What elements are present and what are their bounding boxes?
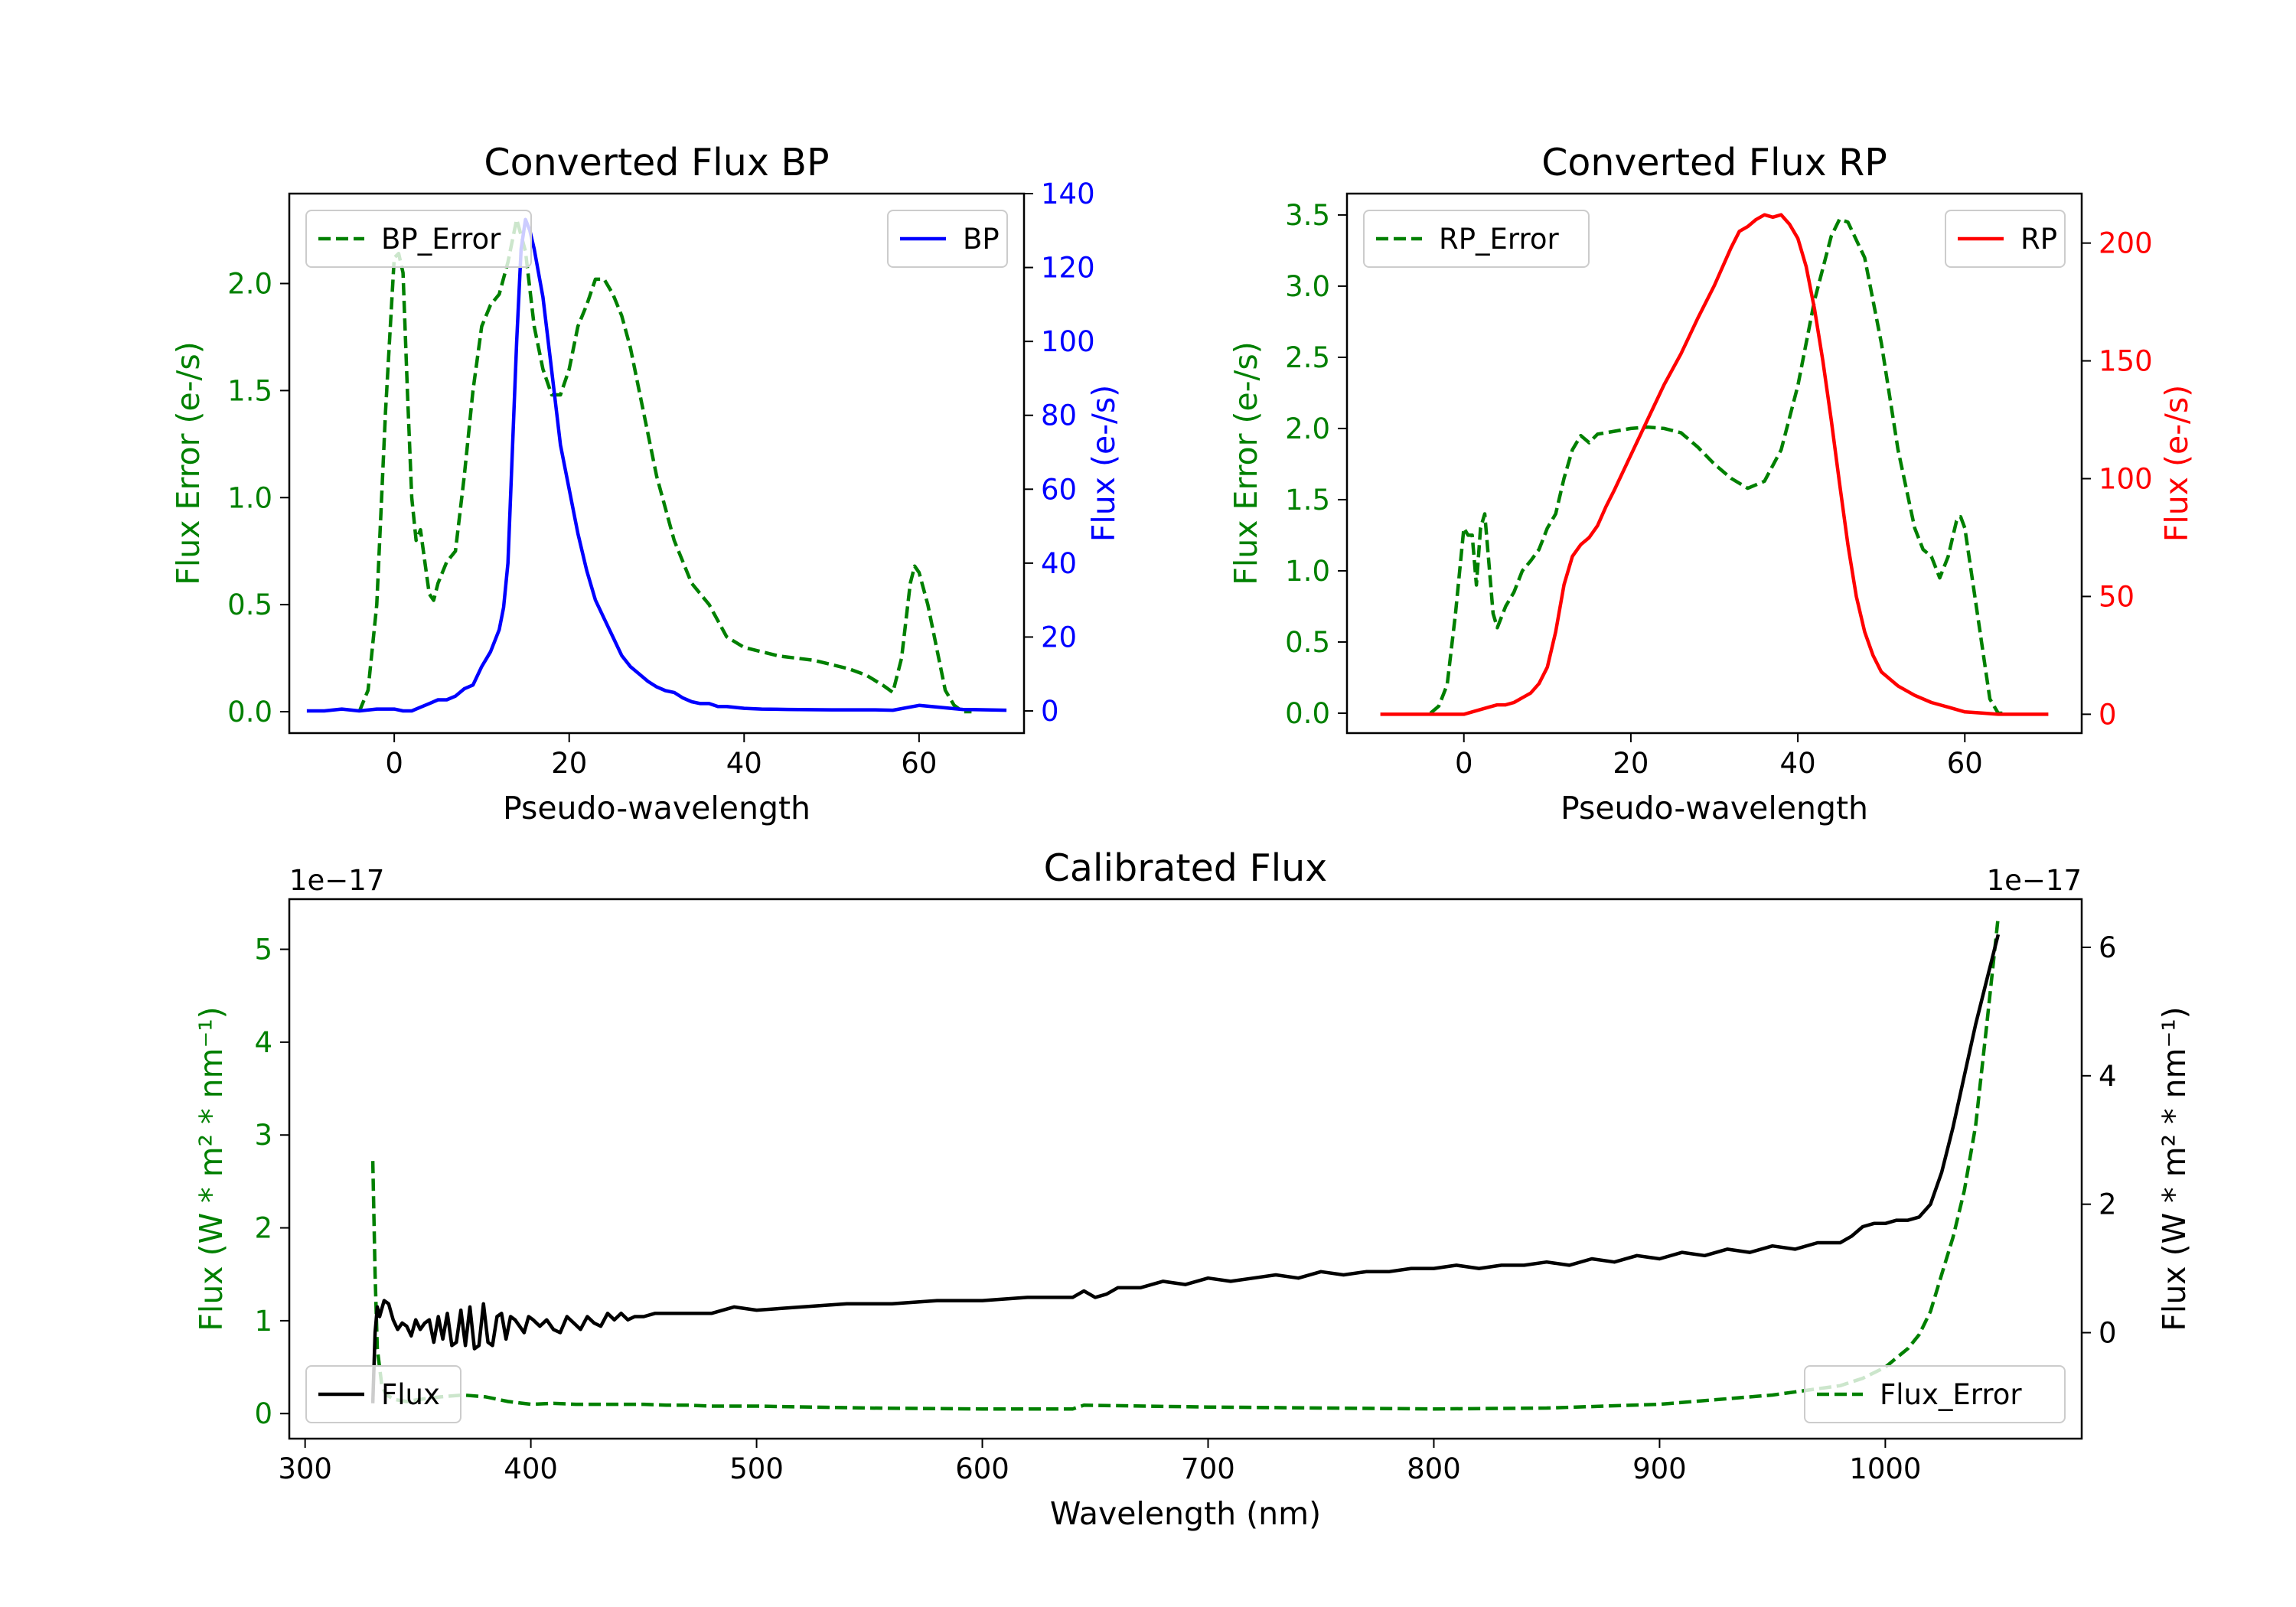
legend-label: Flux [381, 1378, 440, 1411]
chart-bp: 0 20 40 60 0.0 0.5 1.0 1.5 2.0 0 20 40 60 80 100 120 140… [170, 141, 1122, 826]
legend-box [1363, 210, 1590, 268]
right-tick-label: 60 [1041, 473, 1077, 506]
x-axis-label: Pseudo-wavelength [1561, 790, 1868, 826]
legend-left: Flux [305, 1365, 461, 1423]
series-line-rp [1380, 213, 2049, 716]
legend-label: RP [2020, 223, 2057, 256]
x-tick-label: 600 [955, 1452, 1009, 1485]
x-tick-label: 60 [1947, 747, 1983, 780]
left-axis-label: Flux Error (e-/s) [170, 341, 207, 585]
series-layer [1380, 213, 2049, 716]
right-tick-label: 2 [2099, 1188, 2117, 1221]
left-tick-label: 1.5 [1285, 484, 1330, 517]
left-tick-label: 4 [254, 1026, 272, 1059]
left-tick-label: 3.5 [1285, 199, 1330, 232]
legend-label: Flux_Error [1880, 1378, 2022, 1411]
right-tick-label: 100 [2099, 463, 2153, 496]
plot-frame [1345, 192, 2083, 735]
right-tick-label: 0 [2099, 1317, 2117, 1350]
legend-right: RP [1945, 210, 2066, 268]
series-line-rp-error [1429, 217, 2007, 715]
series-layer [306, 217, 1007, 714]
left-tick-label: 1.0 [227, 481, 272, 514]
x-tick-label: 0 [385, 747, 403, 780]
left-tick-label: 2 [254, 1212, 272, 1245]
right-tick-label: 120 [1041, 252, 1095, 285]
left-axis-label: Flux (W * m² * nm⁻¹) [193, 1006, 230, 1331]
series-line-flux [370, 934, 2001, 1403]
x-tick-label: 40 [726, 747, 762, 780]
right-tick-label: 6 [2099, 931, 2117, 964]
right-tick-label: 0 [2099, 698, 2117, 731]
x-axis-label: Wavelength (nm) [1050, 1495, 1321, 1532]
left-tick-label: 0 [254, 1397, 272, 1430]
x-tick-label: 700 [1181, 1452, 1235, 1485]
right-axis-label: Flux (e-/s) [2158, 385, 2195, 542]
legend-left: BP_Error [305, 210, 532, 268]
right-tick-label: 20 [1041, 621, 1077, 654]
panels-layer: 0 20 40 600.00.51.01.52.0020406080100120140… [170, 141, 2195, 1532]
left-tick-label: 2.0 [227, 268, 272, 301]
plot-frame [288, 192, 1026, 735]
left-axis-label: Flux Error (e-/s) [1228, 341, 1264, 585]
legend-label: RP_Error [1439, 223, 1559, 256]
legend-label: BP [963, 223, 1000, 256]
left-offset-text: 1e−17 [289, 864, 384, 897]
legend-right: Flux_Error [1804, 1365, 2066, 1423]
left-tick-label: 5 [254, 934, 272, 966]
left-tick-label: 0.5 [1285, 626, 1330, 659]
x-tick-label: 400 [504, 1452, 558, 1485]
right-axis-label: Flux (e-/s) [1085, 385, 1122, 542]
legend-left: RP_Error [1363, 210, 1590, 268]
legend-right: BP [887, 210, 1008, 268]
left-tick-label: 0.0 [1285, 697, 1330, 730]
legend-label: BP_Error [381, 223, 501, 256]
series-line-bp [306, 217, 1007, 713]
legend-box [887, 210, 1008, 268]
left-tick-label: 2.0 [1285, 412, 1330, 445]
chart-title: Converted Flux BP [484, 141, 829, 184]
left-tick-label: 1.0 [1285, 555, 1330, 588]
right-tick-label: 200 [2099, 227, 2153, 260]
series-line-bp-error [357, 217, 972, 714]
right-tick-label: 4 [2099, 1060, 2117, 1093]
legend-box [305, 1365, 461, 1423]
left-tick-label: 1.5 [227, 374, 272, 407]
right-tick-label: 140 [1041, 178, 1095, 210]
right-axis-label: Flux (W * m² * nm⁻¹) [2156, 1006, 2193, 1331]
left-tick-label: 1 [254, 1305, 272, 1338]
x-tick-label: 1000 [1849, 1452, 1921, 1485]
right-offset-text: 1e−17 [1987, 864, 2082, 897]
right-tick-label: 80 [1041, 399, 1077, 432]
legend-box [1804, 1365, 2066, 1423]
x-tick-label: 500 [729, 1452, 784, 1485]
x-tick-label: 40 [1780, 747, 1816, 780]
x-tick-label: 800 [1407, 1452, 1461, 1485]
x-tick-label: 900 [1632, 1452, 1687, 1485]
chart-rp: 0 20 40 60 0.0 0.5 1.0 1.5 2.0 2.5 3.0 3.5 0 50 100 150… [1228, 141, 2195, 826]
left-tick-label: 3 [254, 1119, 272, 1152]
right-tick-label: 40 [1041, 547, 1077, 580]
left-tick-label: 2.5 [1285, 341, 1330, 374]
x-tick-label: 60 [901, 747, 937, 780]
left-tick-label: 3.0 [1285, 270, 1330, 303]
chart-title: Converted Flux RP [1541, 141, 1887, 184]
x-tick-label: 0 [1455, 747, 1473, 780]
left-tick-label: 0.0 [227, 696, 272, 729]
right-tick-label: 50 [2099, 580, 2135, 613]
chart-cal: 300 400 500 600 700 800 900 1000 0 1 2 3 4 5 0 2 4 6 Calib… [193, 846, 2193, 1532]
left-tick-label: 0.5 [227, 588, 272, 621]
x-axis-label: Pseudo-wavelength [503, 790, 810, 826]
right-tick-label: 150 [2099, 345, 2153, 378]
x-tick-label: 20 [1613, 747, 1649, 780]
x-tick-label: 300 [278, 1452, 332, 1485]
right-tick-label: 0 [1041, 695, 1059, 728]
right-tick-label: 100 [1041, 325, 1095, 358]
chart-title: Calibrated Flux [1044, 846, 1328, 890]
legend-box [305, 210, 532, 268]
x-tick-label: 20 [551, 747, 587, 780]
legend-box [1945, 210, 2066, 268]
plot-frame [288, 898, 2083, 1440]
